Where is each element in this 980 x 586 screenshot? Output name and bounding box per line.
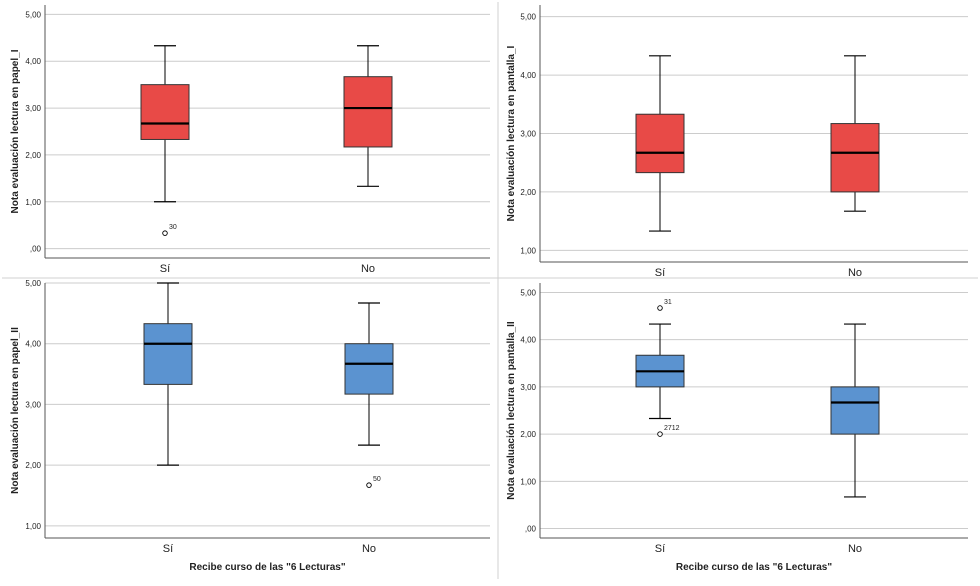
y-tick-label: 2,00	[520, 430, 536, 439]
y-tick-label: 2,00	[25, 461, 41, 470]
outlier-label: 50	[373, 476, 381, 483]
y-tick-label: 4,00	[25, 340, 41, 349]
y-tick-label: 3,00	[520, 383, 536, 392]
box-1: 31 2712	[635, 299, 685, 437]
category-label: No	[848, 267, 862, 279]
category-label: No	[362, 543, 376, 555]
y-tick-label: ,00	[30, 245, 42, 254]
y-tick-label: 5,00	[25, 10, 41, 19]
category-label: Sí	[655, 543, 665, 555]
boxplot-panel-3: 1,00 2,00 3,00 4,00 5,00 Nota evaluación lect…	[10, 279, 490, 573]
box-1	[635, 55, 685, 232]
box-2	[830, 323, 880, 498]
outlier-label: 2712	[664, 425, 680, 432]
box-1	[143, 282, 193, 466]
box-iqr	[635, 113, 685, 174]
y-tick-label: 3,00	[520, 130, 536, 139]
y-tick-label: 2,00	[25, 151, 41, 160]
box-2	[830, 55, 880, 212]
outlier-point	[366, 482, 372, 488]
boxplot-panel-2: 1,00 2,00 3,00 4,00 5,00 Nota evaluación lect…	[506, 5, 968, 279]
y-tick-label: 3,00	[25, 104, 41, 113]
y-axis-label: Nota evaluación lectura en pantalla_I	[506, 45, 517, 221]
y-tick-label: 1,00	[25, 198, 41, 207]
box-iqr	[830, 123, 880, 193]
x-axis-label: Recibe curso de las "6 Lecturas"	[189, 562, 345, 573]
y-tick-label: 1,00	[25, 522, 41, 531]
category-label: No	[848, 543, 862, 555]
y-tick-label: 4,00	[520, 71, 536, 80]
y-tick-label: ,00	[525, 525, 537, 534]
y-tick-label: 5,00	[520, 288, 536, 297]
outlier-point	[162, 230, 168, 236]
box-iqr	[140, 84, 190, 140]
box-1: 30	[140, 45, 190, 236]
outlier-point	[657, 431, 663, 437]
y-axis-label: Nota evaluación lectura en papel_II	[10, 327, 21, 494]
y-tick-label: 4,00	[25, 57, 41, 66]
outlier-label: 30	[169, 224, 177, 231]
y-tick-label: 2,00	[520, 188, 536, 197]
box-2: 50	[344, 302, 394, 488]
category-label: Sí	[163, 543, 173, 555]
x-axis-label: Recibe curso de las "6 Lecturas"	[676, 562, 832, 573]
box-iqr	[830, 386, 880, 435]
y-axis-label: Nota evaluación lectura en papel_I	[10, 49, 21, 213]
y-axis-label: Nota evaluación lectura en pantalla_II	[506, 321, 517, 500]
box-iqr	[344, 343, 394, 395]
y-tick-label: 3,00	[25, 400, 41, 409]
category-label: No	[361, 263, 375, 275]
y-tick-label: 1,00	[520, 246, 536, 255]
y-tick-label: 4,00	[520, 336, 536, 345]
category-label: Sí	[160, 263, 170, 275]
y-tick-label: 1,00	[520, 477, 536, 486]
outlier-label: 31	[664, 299, 672, 306]
box-iqr	[143, 323, 193, 385]
box-2	[343, 45, 393, 187]
category-label: Sí	[655, 267, 665, 279]
y-tick-label: 5,00	[25, 279, 41, 288]
y-tick-label: 5,00	[520, 13, 536, 22]
box-iqr	[343, 76, 393, 148]
outlier-point	[657, 305, 663, 311]
boxplot-panel-1: ,00 1,00 2,00 3,00 4,00 5,00 Nota evaluación l…	[10, 5, 490, 275]
boxplot-panel-4: ,00 1,00 2,00 3,00 4,00 5,00 Nota evaluación l…	[506, 283, 968, 573]
